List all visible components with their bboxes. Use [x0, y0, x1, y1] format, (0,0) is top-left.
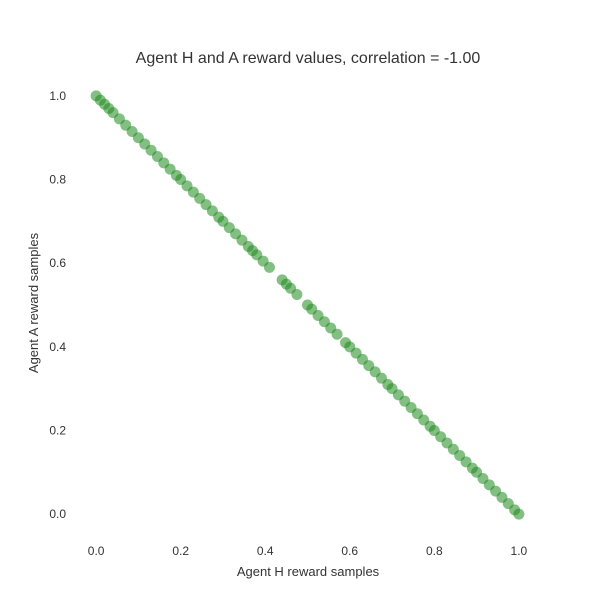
y-tick-label: 0.4: [49, 340, 66, 354]
scatter-point: [331, 328, 343, 340]
y-tick-label: 0.6: [49, 256, 66, 270]
x-tick-label: 1.0: [511, 544, 528, 558]
x-axis-ticks: 0.0 0.2 0.4 0.6 0.8 1.0: [88, 544, 528, 558]
scatter-points: [90, 90, 525, 520]
x-tick-label: 0.0: [88, 544, 105, 558]
y-tick-label: 0.0: [49, 507, 66, 521]
x-axis-label: Agent H reward samples: [237, 564, 380, 579]
scatter-point: [291, 289, 303, 301]
x-tick-label: 0.2: [172, 544, 189, 558]
scatter-point: [513, 508, 525, 520]
y-axis-ticks: 0.0 0.2 0.4 0.6 0.8 1.0: [49, 89, 66, 521]
y-tick-label: 0.2: [49, 423, 66, 437]
chart-title: Agent H and A reward values, correlation…: [136, 50, 481, 67]
scatter-point: [263, 261, 275, 273]
y-axis-label: Agent A reward samples: [26, 232, 41, 373]
x-tick-label: 0.4: [257, 544, 274, 558]
y-tick-label: 0.8: [49, 173, 66, 187]
x-tick-label: 0.6: [341, 544, 358, 558]
y-tick-label: 1.0: [49, 89, 66, 103]
x-tick-label: 0.8: [426, 544, 443, 558]
